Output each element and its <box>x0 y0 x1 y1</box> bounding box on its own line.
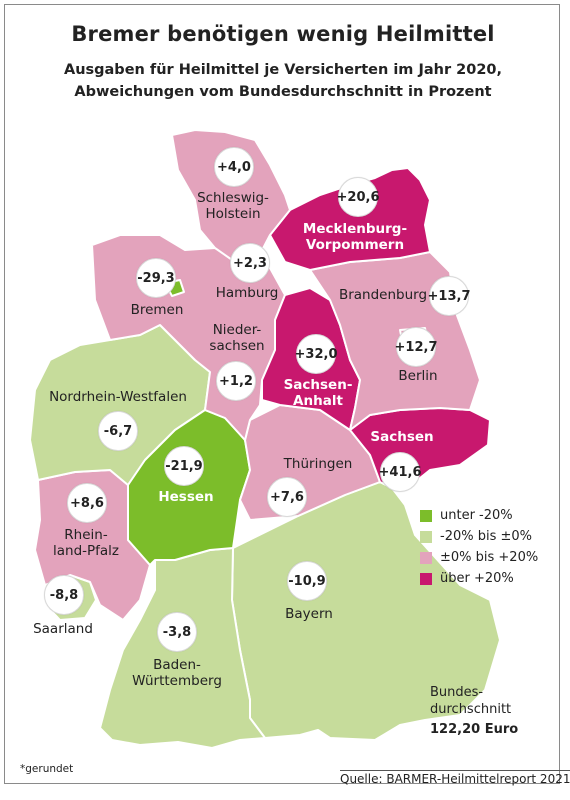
national-average-value: 122,20 Euro <box>430 722 519 737</box>
legend-label: -20% bis ±0% <box>440 529 533 544</box>
legend-swatch <box>420 572 432 585</box>
value-bubble-bayern: -10,9 <box>287 561 327 601</box>
value-bubble-sachsen: +41,6 <box>379 452 421 492</box>
legend-swatch <box>420 530 432 543</box>
legend-swatch <box>420 509 432 522</box>
national-average-label-line2: durchschnitt <box>430 702 512 717</box>
label-hamburg: Hamburg <box>215 285 279 301</box>
frame-border <box>4 4 560 784</box>
region-mecklenburg-vorpommern <box>269 167 431 271</box>
value-bubble-hessen: -21,9 <box>164 446 204 486</box>
legend-item: über +20% <box>420 568 538 589</box>
value-bubble-bremen: -29,3 <box>136 258 176 298</box>
label-berlin: Berlin <box>398 368 438 384</box>
value-bubble-nordrhein-westfalen: -6,7 <box>98 411 138 451</box>
label-schleswig-holstein: Schleswig- Holstein <box>197 190 269 222</box>
label-thueringen: Thüringen <box>283 456 353 472</box>
legend-item: unter -20% <box>420 505 538 526</box>
label-rheinland-pfalz: Rhein-land-Pfalz <box>52 527 120 559</box>
value-bubble-sachsen-anhalt: +32,0 <box>295 334 337 374</box>
region-schleswig-holstein <box>171 129 291 263</box>
value-bubble-brandenburg: +13,7 <box>428 276 470 316</box>
national-average-label-line1: Bundes- <box>430 685 484 700</box>
value-bubble-thueringen: +7,6 <box>267 477 307 517</box>
label-baden-wuerttemberg: Baden- Württemberg <box>132 657 222 689</box>
label-saarland: Saarland <box>33 621 93 637</box>
legend-label: unter -20% <box>440 508 513 523</box>
label-sachsen-anhalt: Sachsen- Anhalt <box>283 377 353 409</box>
label-sachsen: Sachsen <box>370 429 434 445</box>
map-subtitle-line2: Abweichungen vom Bundesdurchschnitt in P… <box>74 84 492 100</box>
value-bubble-baden-wuerttemberg: -3,8 <box>157 612 197 652</box>
value-bubble-niedersachsen: +1,2 <box>216 361 256 401</box>
label-hessen: Hessen <box>158 489 214 505</box>
label-bayern: Bayern <box>285 606 333 622</box>
map-subtitle-line1: Ausgaben für Heilmittel je Versicherten … <box>63 62 503 78</box>
source-credit: Quelle: BARMER-Heilmittelreport 2021 <box>340 770 570 786</box>
legend-item: ±0% bis +20% <box>420 547 538 568</box>
value-bubble-schleswig-holstein: +4,0 <box>214 147 254 187</box>
legend-item: -20% bis ±0% <box>420 526 538 547</box>
label-brandenburg: Brandenburg <box>338 287 428 303</box>
label-nordrhein-westfalen: Nordrhein-Westfalen <box>49 389 187 405</box>
value-bubble-berlin: +12,7 <box>395 327 437 367</box>
legend: unter -20% -20% bis ±0% ±0% bis +20% übe… <box>420 505 538 589</box>
value-bubble-rheinland-pfalz: +8,6 <box>67 483 107 523</box>
national-average: Bundes- durchschnitt 122,20 Euro <box>430 684 518 738</box>
value-bubble-hamburg: +2,3 <box>230 243 270 283</box>
value-bubble-saarland: -8,8 <box>44 575 84 615</box>
value-bubble-mecklenburg-vorpommern: +20,6 <box>337 177 379 217</box>
map-title: Bremer benötigen wenig Heilmittel <box>71 22 495 46</box>
footnote: *gerundet <box>20 763 74 775</box>
legend-label: über +20% <box>440 571 514 586</box>
label-bremen: Bremen <box>130 302 184 318</box>
legend-swatch <box>420 551 432 564</box>
label-niedersachsen: Nieder-sachsen <box>209 322 265 354</box>
legend-label: ±0% bis +20% <box>440 550 539 565</box>
label-mecklenburg-vorpommern: Mecklenburg- Vorpommern <box>302 221 408 253</box>
